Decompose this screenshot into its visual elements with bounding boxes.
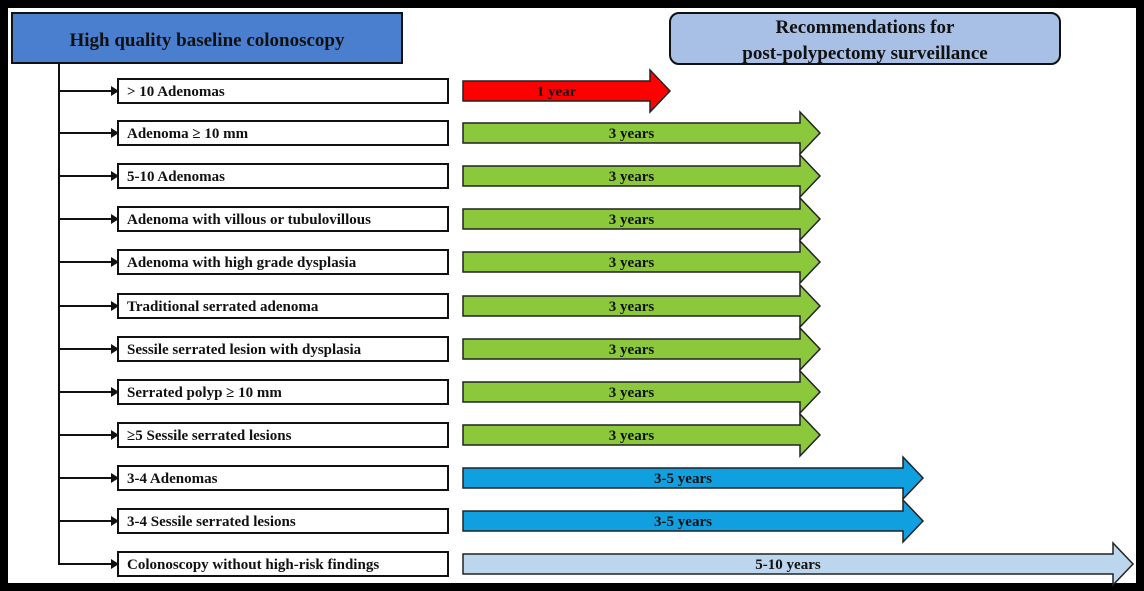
finding-label: Adenoma ≥ 10 mm	[127, 126, 249, 142]
interval-label: 3-5 years	[654, 471, 712, 487]
recommendations-title-line2: post-polypectomy surveillance	[742, 43, 987, 64]
connector-arrowhead	[111, 257, 119, 267]
finding-label: 5-10 Adenomas	[127, 169, 225, 185]
interval-label: 3 years	[609, 169, 655, 185]
interval-arrow	[462, 239, 822, 285]
connector-arrowhead	[111, 473, 119, 483]
finding-box	[117, 293, 449, 319]
connector-arrowhead	[111, 430, 119, 440]
interval-label: 3-5 years	[654, 514, 712, 530]
finding-label: 3-4 Sessile serrated lesions	[127, 514, 296, 530]
finding-box	[117, 206, 449, 232]
connector-arrowhead	[111, 301, 119, 311]
connector-arrowhead	[111, 516, 119, 526]
finding-box	[117, 551, 449, 577]
findings-rows: > 10 Adenomas 1 year Adenoma ≥ 10 mm 3 year…	[59, 68, 1135, 587]
connector-arrowhead	[111, 171, 119, 181]
finding-label: Adenoma with villous or tubulovillous	[127, 212, 371, 228]
interval-label: 5-10 years	[755, 557, 821, 573]
interval-label: 3 years	[609, 212, 655, 228]
finding-box	[117, 163, 449, 189]
interval-arrow	[462, 283, 822, 329]
finding-label: Colonoscopy without high-risk findings	[127, 557, 379, 573]
interval-arrow	[462, 369, 822, 415]
recommendations-box	[669, 12, 1061, 65]
baseline-title: High quality baseline colonoscopy	[69, 30, 345, 51]
interval-arrow	[462, 153, 822, 199]
finding-label: 3-4 Adenomas	[127, 471, 218, 487]
interval-label: 3 years	[609, 126, 655, 142]
finding-label: Serrated polyp ≥ 10 mm	[127, 385, 282, 401]
interval-label: 3 years	[609, 255, 655, 271]
interval-arrow	[462, 196, 822, 242]
interval-arrow	[462, 68, 672, 114]
connector-arrowhead	[111, 86, 119, 96]
connector-arrowhead	[111, 214, 119, 224]
finding-label: ≥5 Sessile serrated lesions	[127, 428, 292, 444]
finding-box	[117, 336, 449, 362]
finding-label: Sessile serrated lesion with dysplasia	[127, 342, 362, 358]
interval-label: 3 years	[609, 385, 655, 401]
interval-arrow	[462, 455, 925, 501]
connector-arrowhead	[111, 128, 119, 138]
finding-label: Adenoma with high grade dysplasia	[127, 255, 357, 271]
recommendations-title-line1: Recommendations for	[776, 17, 955, 38]
finding-box	[117, 78, 449, 104]
finding-box	[117, 249, 449, 275]
interval-arrow	[462, 110, 822, 156]
finding-box	[117, 120, 449, 146]
interval-arrow	[462, 326, 822, 372]
finding-label: > 10 Adenomas	[127, 84, 225, 100]
connector-arrowhead	[111, 344, 119, 354]
connector-arrowhead	[111, 387, 119, 397]
interval-label: 3 years	[609, 342, 655, 358]
finding-label: Traditional serrated adenoma	[127, 299, 319, 315]
interval-label: 1 year	[537, 84, 577, 100]
finding-box	[117, 379, 449, 405]
interval-arrow	[462, 541, 1135, 587]
finding-box	[117, 465, 449, 491]
finding-box	[117, 508, 449, 534]
interval-arrow	[462, 498, 925, 544]
finding-box	[117, 422, 449, 448]
connector-arrowhead	[111, 559, 119, 569]
interval-label: 3 years	[609, 299, 655, 315]
baseline-box	[11, 12, 403, 64]
interval-arrow	[462, 412, 822, 458]
interval-label: 3 years	[609, 428, 655, 444]
